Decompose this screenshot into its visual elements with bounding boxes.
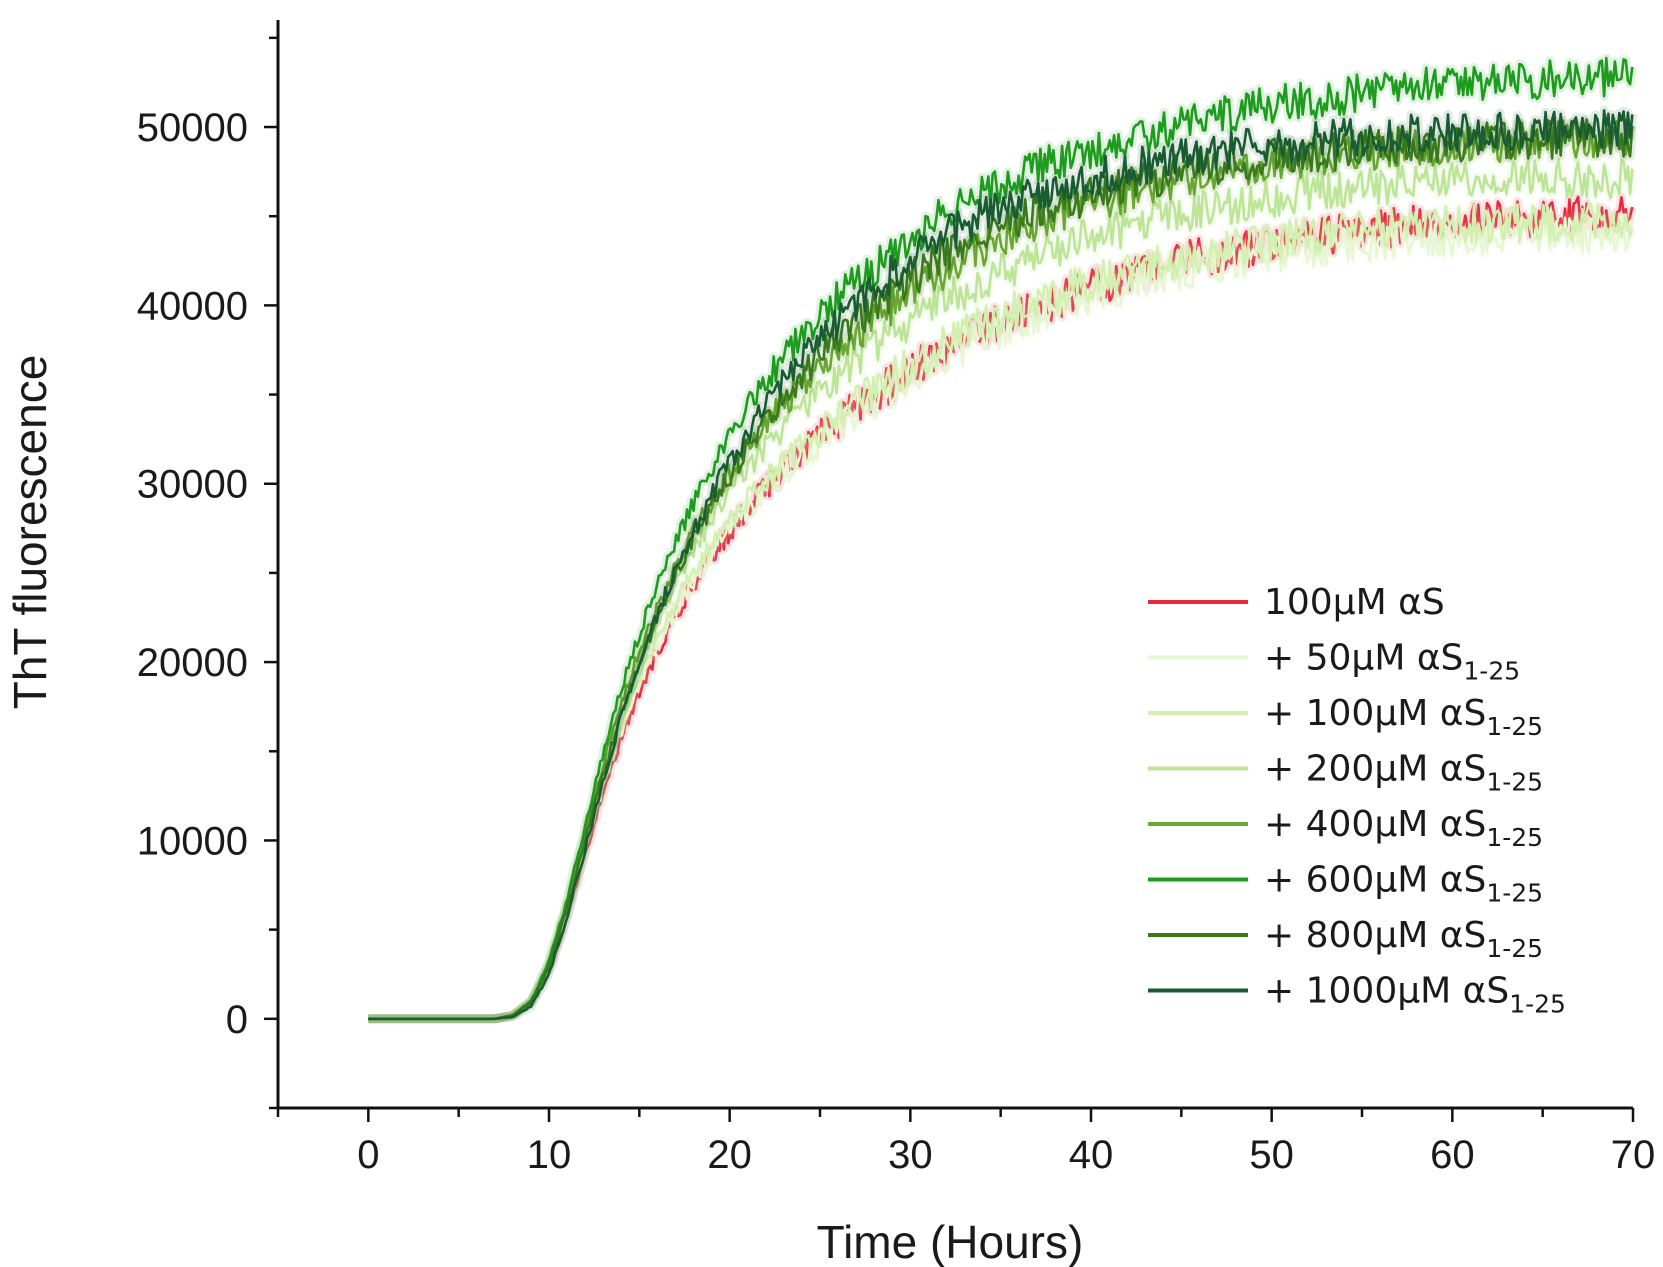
axes-group: 0 10 20 30 40 50 60 70 0 10000 20000 30000 40000 5000…: [137, 20, 1655, 1177]
legend-label: + 200µM αS1-25: [1264, 749, 1543, 797]
x-tick-label: 50: [1249, 1133, 1294, 1177]
legend-label: + 50µM αS1-25: [1264, 638, 1520, 686]
x-tick-label: 20: [707, 1133, 752, 1177]
series-line-6: [368, 118, 1634, 1021]
y-tick-label: 30000: [137, 463, 248, 507]
x-tick-label: 10: [527, 1133, 572, 1177]
x-axis-title: Time (Hours): [817, 1216, 1084, 1267]
y-tick-label: 50000: [137, 106, 248, 150]
legend-label: 100µM αS: [1264, 582, 1445, 623]
legend-label: + 800µM αS1-25: [1264, 915, 1543, 963]
legend-label: + 1000µM αS1-25: [1264, 971, 1566, 1019]
y-axis-title: ThT fluorescence: [4, 355, 56, 710]
x-tick-label: 40: [1069, 1133, 1114, 1177]
legend-label: + 600µM αS1-25: [1264, 860, 1543, 908]
y-tick-label: 0: [226, 998, 248, 1042]
series-line-7: [368, 109, 1634, 1021]
legend-label: + 400µM αS1-25: [1264, 804, 1543, 852]
x-tick-label: 70: [1611, 1133, 1656, 1177]
legend-label: + 100µM αS1-25: [1264, 693, 1543, 741]
x-tick-label: 0: [357, 1133, 379, 1177]
x-tick-label: 60: [1430, 1133, 1475, 1177]
legend: 100µM αS + 50µM αS1-25 + 100µM αS1-25 + 200…: [1148, 582, 1566, 1019]
series-line-5: [368, 56, 1634, 1021]
y-tick-label: 20000: [137, 641, 248, 685]
x-tick-label: 30: [888, 1133, 933, 1177]
y-tick-label: 40000: [137, 284, 248, 328]
plot-series-group: [366, 53, 1637, 1024]
y-tick-label: 10000: [137, 819, 248, 863]
